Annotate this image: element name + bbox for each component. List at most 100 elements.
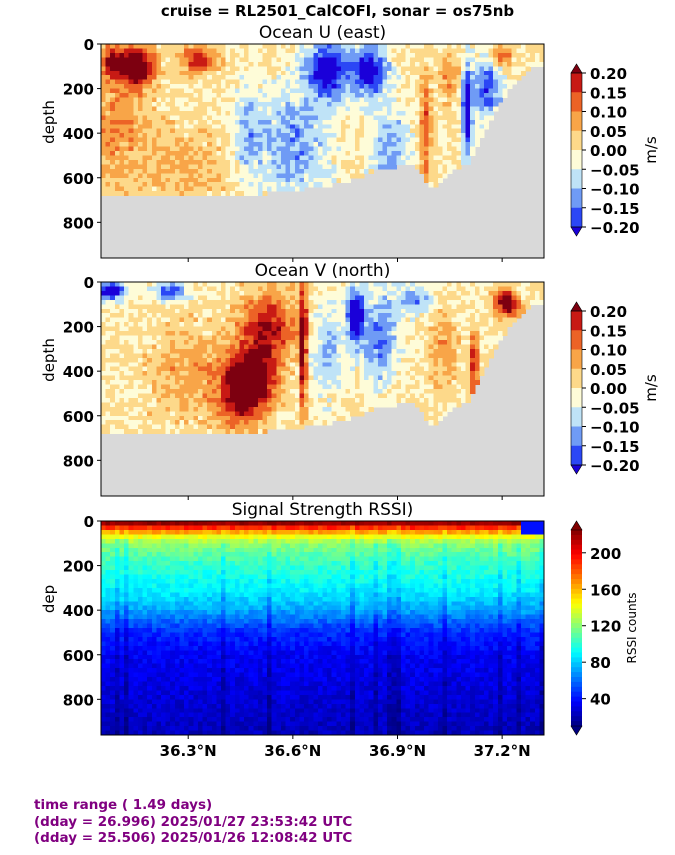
heatmap-cell xyxy=(419,164,425,170)
heatmap-cell xyxy=(179,186,185,192)
heatmap-cell xyxy=(197,402,204,408)
heatmap-cell xyxy=(387,357,393,363)
heatmap-cell xyxy=(184,177,190,183)
heatmap-cell xyxy=(488,115,494,121)
heatmap-cell xyxy=(244,290,250,296)
heatmap-cell xyxy=(474,88,480,94)
heatmap-cell xyxy=(331,353,337,359)
heatmap-cell xyxy=(364,75,370,81)
heatmap-cell xyxy=(202,164,208,170)
heatmap-cell xyxy=(382,339,388,346)
heatmap-cell xyxy=(451,101,457,108)
heatmap-cell xyxy=(262,375,268,381)
heatmap-cell xyxy=(530,57,536,63)
heatmap-cell xyxy=(359,133,365,139)
heatmap-cell xyxy=(267,88,273,94)
heatmap-cell xyxy=(474,133,480,139)
heatmap-cell xyxy=(530,48,536,54)
heatmap-cell xyxy=(391,70,397,76)
heatmap-cell xyxy=(174,177,181,183)
heatmap-cell xyxy=(184,142,190,148)
heatmap-cell xyxy=(137,295,144,301)
heatmap-cell xyxy=(377,389,384,395)
heatmap-cell xyxy=(336,168,342,174)
heatmap-cell xyxy=(151,402,157,408)
heatmap-cell xyxy=(156,124,162,130)
heatmap-cell xyxy=(391,313,397,319)
heatmap-cell xyxy=(137,93,144,99)
heatmap-cell xyxy=(470,88,476,94)
heatmap-cell xyxy=(197,326,204,332)
heatmap-cell xyxy=(110,380,116,386)
heatmap-cell xyxy=(285,308,291,314)
heatmap-cell xyxy=(244,177,250,183)
heatmap-cell xyxy=(197,295,204,301)
heatmap-cell xyxy=(336,101,342,108)
heatmap-cell xyxy=(202,295,208,301)
heatmap-cell xyxy=(244,304,250,310)
heatmap-cell xyxy=(114,282,121,288)
heatmap-cell xyxy=(340,93,347,99)
heatmap-cell xyxy=(179,164,185,170)
heatmap-cell xyxy=(244,331,250,337)
heatmap-cell xyxy=(294,57,301,63)
heatmap-cell xyxy=(460,75,467,81)
heatmap-cell xyxy=(271,151,277,157)
heatmap-cell xyxy=(299,384,305,390)
heatmap-cell xyxy=(396,48,402,54)
heatmap-cell xyxy=(262,402,268,408)
heatmap-cell xyxy=(400,159,407,165)
heatmap-cell xyxy=(124,168,130,174)
heatmap-cell xyxy=(165,313,171,319)
heatmap-cell xyxy=(304,282,310,288)
heatmap-cell xyxy=(262,290,268,296)
heatmap-cell xyxy=(317,61,324,67)
heatmap-cell xyxy=(160,397,167,403)
heatmap-cell xyxy=(299,61,305,67)
heatmap-cell xyxy=(230,424,236,430)
heatmap-cell xyxy=(184,286,190,292)
heatmap-cell xyxy=(207,146,213,152)
heatmap-cell xyxy=(105,304,111,310)
heatmap-cell xyxy=(285,424,291,430)
heatmap-cell xyxy=(442,70,448,76)
heatmap-cell xyxy=(442,119,448,125)
heatmap-cell xyxy=(345,389,351,395)
heatmap-cell xyxy=(188,164,194,170)
heatmap-cell xyxy=(128,164,134,170)
heatmap-cell xyxy=(262,168,268,174)
heatmap-cell xyxy=(174,70,181,76)
heatmap-cell xyxy=(304,164,310,170)
heatmap-cell xyxy=(156,177,162,183)
colorbar-segment xyxy=(571,73,582,93)
heatmap-cell xyxy=(345,57,351,63)
heatmap-cell xyxy=(230,52,236,58)
heatmap-cell xyxy=(170,124,176,130)
heatmap-cell xyxy=(359,308,365,314)
heatmap-cell xyxy=(110,84,116,90)
heatmap-cell xyxy=(239,308,245,314)
heatmap-cell xyxy=(456,101,462,108)
heatmap-cell xyxy=(165,52,171,58)
heatmap-cell xyxy=(447,115,453,121)
heatmap-cell xyxy=(110,57,116,63)
heatmap-cell xyxy=(119,70,125,76)
heatmap-cell xyxy=(322,142,328,148)
heatmap-cell xyxy=(239,420,245,426)
heatmap-cell xyxy=(405,48,411,54)
heatmap-cell xyxy=(345,322,351,328)
heatmap-cell xyxy=(299,177,305,183)
heatmap-cell xyxy=(313,168,319,174)
heatmap-cell xyxy=(193,115,199,121)
heatmap-cell xyxy=(359,146,365,152)
heatmap-cell xyxy=(377,322,384,328)
heatmap-cell xyxy=(147,322,153,328)
heatmap-cell xyxy=(216,406,222,412)
heatmap-cell xyxy=(271,353,277,359)
heatmap-cell xyxy=(350,155,356,161)
heatmap-cell xyxy=(114,389,121,395)
heatmap-cell xyxy=(234,331,241,337)
heatmap-cell xyxy=(396,331,402,337)
heatmap-cell xyxy=(257,295,264,301)
heatmap-cell xyxy=(110,282,116,288)
